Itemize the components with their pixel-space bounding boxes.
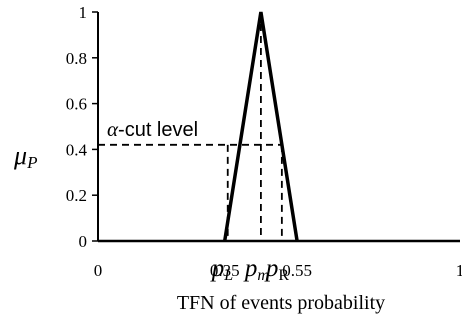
y-tick-label: 0.4 [66, 140, 88, 159]
y-axis-label-subscript: P [26, 153, 37, 172]
axes [92, 11, 460, 243]
tick-labels: 0 0.2 0.4 0.6 0.8 1 0 0.35 0.55 1 [66, 3, 462, 280]
point-label-base: p [264, 255, 279, 282]
alpha-cut-label: α-cut level [107, 117, 198, 141]
alpha-symbol: α [107, 117, 119, 141]
x-tick-label: 1 [456, 261, 462, 280]
y-tick-label: 1 [79, 3, 88, 22]
x-tick-label: 0.55 [282, 261, 312, 280]
point-label-subscript: L [223, 267, 233, 284]
x-tick-label: 0.35 [210, 261, 240, 280]
x-tick-label: 0 [94, 261, 103, 280]
alpha-cut-guides [98, 12, 283, 241]
point-label-subscript: m [257, 267, 269, 284]
y-tick-label: 0 [79, 232, 88, 251]
y-tick-label: 0.2 [66, 186, 87, 205]
point-label-pm: pm [243, 255, 269, 284]
point-label-pR: pR [264, 255, 290, 284]
point-label-pL: pL [210, 255, 234, 284]
point-label-base: p [243, 255, 258, 282]
membership-line [222, 11, 299, 242]
y-tick-label: 0.8 [66, 49, 87, 68]
point-label-subscript: R [278, 267, 289, 284]
y-tick-label: 0.6 [66, 95, 87, 114]
y-axis-label: μP [13, 141, 37, 172]
alpha-cut-text: -cut level [118, 119, 198, 141]
x-axis-label: TFN of events probability [177, 292, 385, 314]
point-label-base: p [210, 255, 225, 282]
y-axis-label-symbol: μ [13, 141, 27, 170]
series-group [222, 11, 299, 242]
